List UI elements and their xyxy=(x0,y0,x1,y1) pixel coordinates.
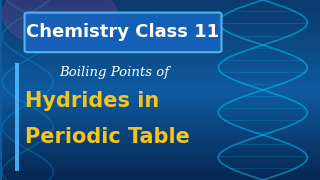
Bar xyxy=(2,81,320,86)
Text: Chemistry Class 11: Chemistry Class 11 xyxy=(27,23,220,41)
Bar xyxy=(2,171,320,176)
Bar xyxy=(2,122,320,126)
Text: Hydrides in: Hydrides in xyxy=(25,91,159,111)
Bar xyxy=(2,40,320,45)
Bar xyxy=(2,94,320,99)
Bar xyxy=(2,108,320,112)
Bar xyxy=(2,36,320,40)
Bar xyxy=(2,58,320,63)
Circle shape xyxy=(2,0,117,47)
Bar xyxy=(2,63,320,68)
Bar xyxy=(2,72,320,76)
Bar xyxy=(2,31,320,36)
Bar xyxy=(2,45,320,50)
Bar xyxy=(2,68,320,72)
Bar xyxy=(2,117,320,122)
Bar xyxy=(2,27,320,32)
Bar xyxy=(2,158,320,162)
Bar xyxy=(2,162,320,166)
Text: Periodic Table: Periodic Table xyxy=(25,127,189,147)
Text: Boiling Points of: Boiling Points of xyxy=(60,66,170,78)
Bar xyxy=(2,4,320,9)
Bar xyxy=(2,86,320,90)
Bar xyxy=(15,63,19,171)
Bar xyxy=(2,0,320,4)
Bar xyxy=(2,148,320,153)
Bar xyxy=(2,144,320,148)
Bar xyxy=(2,50,320,54)
Bar xyxy=(2,54,320,58)
Bar xyxy=(2,90,320,94)
Bar xyxy=(2,18,320,22)
Bar xyxy=(2,126,320,130)
Bar xyxy=(2,140,320,144)
Bar xyxy=(2,176,320,180)
Bar xyxy=(2,135,320,140)
Bar xyxy=(2,153,320,158)
FancyBboxPatch shape xyxy=(25,13,221,52)
Bar xyxy=(2,76,320,81)
Bar xyxy=(2,112,320,117)
Bar xyxy=(2,103,320,108)
Bar xyxy=(2,14,320,18)
Bar xyxy=(2,9,320,14)
Bar xyxy=(2,130,320,135)
Bar xyxy=(2,166,320,171)
Bar xyxy=(2,99,320,104)
Bar xyxy=(2,22,320,27)
